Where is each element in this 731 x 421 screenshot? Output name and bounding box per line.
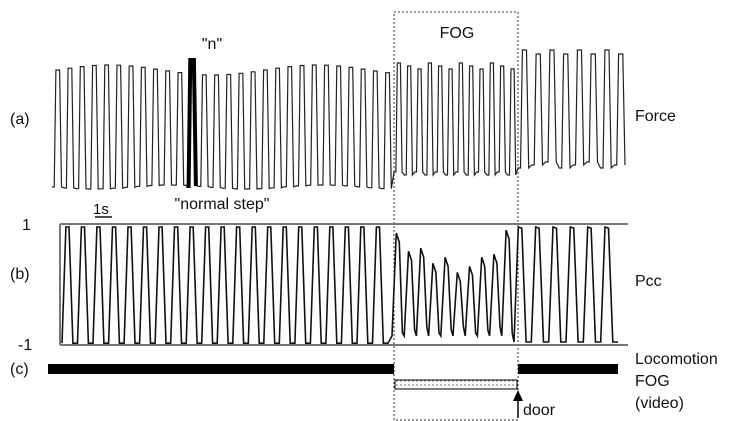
fog-region-label: FOG xyxy=(440,25,475,42)
highlighted-normal-step xyxy=(186,58,198,188)
panel-c-label: (c) xyxy=(10,361,29,378)
locomotion-bar-1 xyxy=(48,364,394,374)
fog-label: FOG xyxy=(635,373,670,390)
fog-video-bar xyxy=(394,379,518,390)
normal-step-annotation: "normal step" xyxy=(175,196,270,213)
force-series-line xyxy=(52,49,626,190)
pcc-series-line xyxy=(61,225,618,344)
locomotion-bar-2 xyxy=(518,364,618,374)
n-annotation: "n" xyxy=(202,36,222,53)
panel-b-label: (b) xyxy=(10,266,30,283)
force-series-label: Force xyxy=(635,108,676,125)
fog-window xyxy=(393,11,519,421)
panel-a-label: (a) xyxy=(10,111,30,128)
door-arrow-head xyxy=(513,390,523,401)
scale-bar-label: 1s xyxy=(93,201,109,218)
video-label: (video) xyxy=(635,395,684,412)
locomotion-label: Locomotion xyxy=(635,351,718,368)
door-label: door xyxy=(523,402,556,419)
pcc-ytick-top: 1 xyxy=(22,217,31,234)
pcc-ytick-bottom: -1 xyxy=(18,337,32,354)
pcc-series-label: Pcc xyxy=(635,273,662,290)
